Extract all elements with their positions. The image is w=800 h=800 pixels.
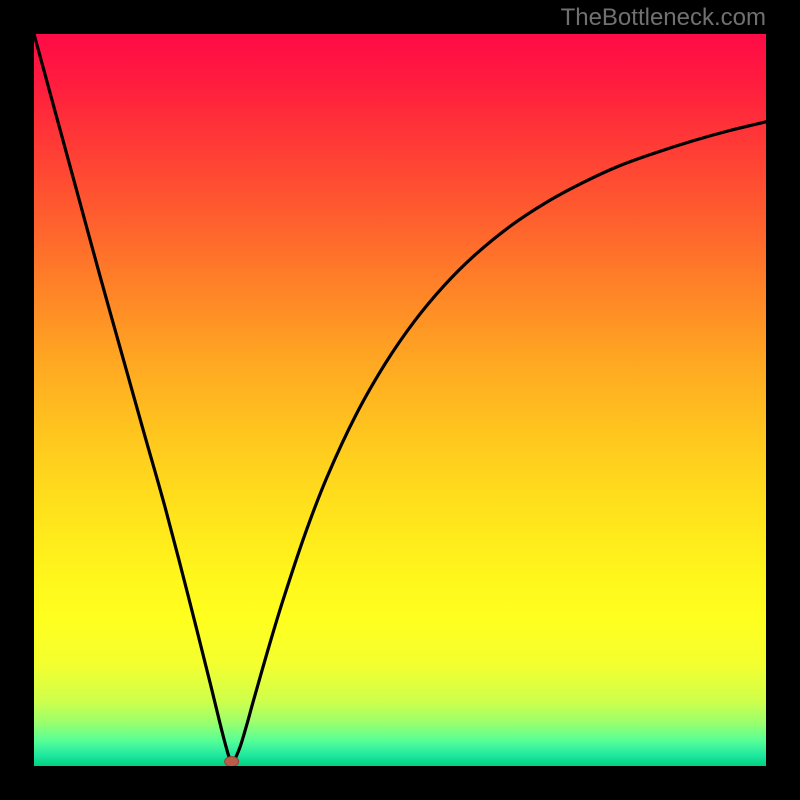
watermark-text: TheBottleneck.com (561, 4, 766, 32)
chart-background (34, 34, 766, 766)
bottleneck-chart (34, 34, 766, 766)
optimal-point-marker (225, 757, 239, 766)
